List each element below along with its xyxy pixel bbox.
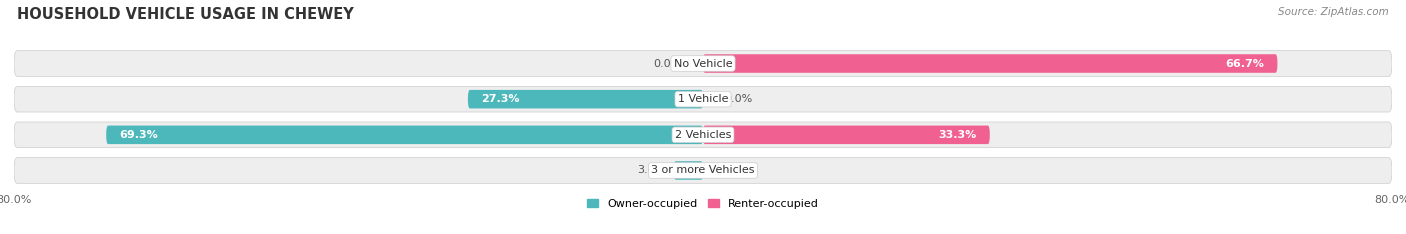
FancyBboxPatch shape [14, 86, 1392, 112]
Text: 27.3%: 27.3% [481, 94, 519, 104]
Text: No Vehicle: No Vehicle [673, 58, 733, 69]
Text: 33.3%: 33.3% [939, 130, 977, 140]
Legend: Owner-occupied, Renter-occupied: Owner-occupied, Renter-occupied [582, 194, 824, 213]
FancyBboxPatch shape [107, 126, 703, 144]
FancyBboxPatch shape [703, 54, 1278, 73]
FancyBboxPatch shape [14, 51, 1392, 76]
Text: 0.0%: 0.0% [654, 58, 682, 69]
FancyBboxPatch shape [14, 158, 1392, 183]
Text: 1 Vehicle: 1 Vehicle [678, 94, 728, 104]
Text: 3 or more Vehicles: 3 or more Vehicles [651, 165, 755, 176]
Text: 0.0%: 0.0% [724, 165, 752, 176]
Text: 3.4%: 3.4% [637, 165, 665, 176]
Text: 0.0%: 0.0% [724, 94, 752, 104]
Text: HOUSEHOLD VEHICLE USAGE IN CHEWEY: HOUSEHOLD VEHICLE USAGE IN CHEWEY [17, 7, 354, 22]
FancyBboxPatch shape [468, 90, 703, 108]
FancyBboxPatch shape [703, 126, 990, 144]
Text: Source: ZipAtlas.com: Source: ZipAtlas.com [1278, 7, 1389, 17]
Text: 69.3%: 69.3% [120, 130, 157, 140]
Text: 66.7%: 66.7% [1226, 58, 1264, 69]
FancyBboxPatch shape [673, 161, 703, 180]
FancyBboxPatch shape [14, 122, 1392, 148]
Text: 2 Vehicles: 2 Vehicles [675, 130, 731, 140]
